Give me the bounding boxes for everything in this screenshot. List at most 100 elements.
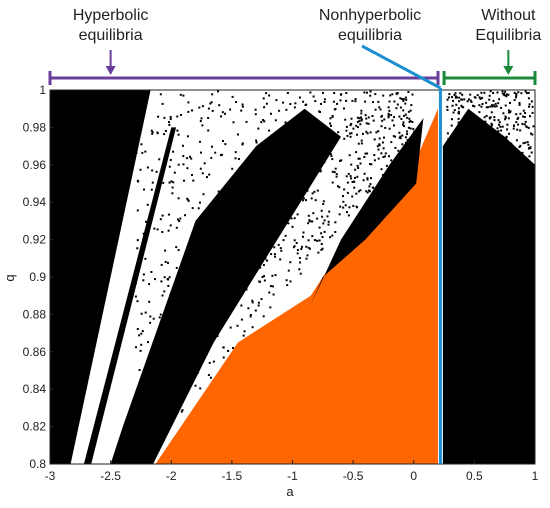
speckle-point	[271, 285, 274, 288]
speckle-point	[182, 94, 185, 97]
speckle-point	[268, 94, 271, 97]
speckle-point	[263, 120, 266, 123]
speckle-point	[236, 189, 239, 191]
speckle-point	[331, 158, 334, 161]
speckle-point	[503, 94, 506, 97]
speckle-point	[492, 99, 495, 102]
speckle-point	[530, 100, 533, 103]
speckle-point	[377, 100, 380, 103]
speckle-point	[230, 243, 233, 246]
speckle-point	[255, 233, 258, 236]
speckle-point	[509, 149, 512, 152]
speckle-point	[193, 242, 196, 245]
speckle-point	[187, 199, 190, 202]
speckle-point	[199, 140, 201, 143]
speckle-point	[171, 314, 174, 316]
speckle-point	[488, 98, 491, 101]
speckle-point	[488, 160, 491, 163]
speckle-point	[158, 334, 161, 337]
speckle-point	[212, 235, 215, 238]
y-axis-label: q	[2, 274, 17, 281]
speckle-point	[282, 101, 285, 104]
speckle-point	[277, 243, 280, 246]
speckle-point	[522, 142, 525, 145]
speckle-point	[446, 98, 449, 101]
speckle-point	[490, 156, 493, 159]
x-tick-label: -1.5	[222, 469, 243, 483]
speckle-point	[273, 246, 276, 249]
speckle-point	[369, 131, 372, 134]
speckle-point	[200, 314, 203, 317]
speckle-point	[496, 158, 499, 161]
speckle-point	[517, 123, 520, 126]
speckle-point	[208, 310, 211, 313]
speckle-point	[219, 259, 221, 262]
speckle-point	[225, 232, 228, 235]
speckle-point	[480, 150, 483, 153]
speckle-point	[195, 349, 198, 352]
speckle-point	[371, 186, 374, 189]
speckle-point	[181, 397, 184, 400]
speckle-point	[136, 328, 139, 330]
speckle-point	[401, 134, 404, 137]
speckle-point	[450, 161, 453, 164]
speckle-point	[403, 114, 406, 117]
speckle-point	[235, 283, 238, 286]
speckle-point	[191, 207, 194, 210]
speckle-point	[404, 102, 407, 105]
speckle-point	[490, 122, 493, 125]
speckle-point	[164, 424, 166, 427]
speckle-point	[501, 92, 504, 95]
speckle-point	[382, 174, 385, 177]
speckle-point	[235, 249, 238, 252]
speckle-point	[489, 142, 492, 145]
speckle-point	[210, 101, 213, 104]
speckle-point	[402, 98, 405, 101]
speckle-point	[532, 125, 535, 128]
speckle-point	[181, 350, 184, 353]
speckle-point	[403, 146, 406, 149]
speckle-point	[465, 122, 467, 125]
speckle-point	[491, 104, 493, 107]
speckle-point	[227, 350, 230, 352]
speckle-point	[175, 226, 178, 229]
speckle-point	[139, 388, 142, 391]
speckle-point	[504, 118, 507, 121]
speckle-point	[339, 205, 342, 208]
speckle-point	[135, 151, 138, 154]
speckle-point	[366, 91, 368, 94]
y-tick-label: 0.9	[29, 270, 46, 284]
speckle-point	[169, 159, 172, 161]
speckle-point	[296, 249, 299, 251]
speckle-point	[302, 199, 304, 202]
speckle-point	[360, 112, 363, 115]
speckle-point	[171, 192, 174, 195]
speckle-point	[169, 224, 172, 227]
speckle-point	[268, 291, 271, 294]
speckle-point	[322, 203, 325, 206]
speckle-point	[402, 109, 405, 112]
speckle-point	[172, 416, 175, 419]
speckle-point	[260, 218, 263, 221]
speckle-point	[232, 121, 235, 124]
speckle-point	[357, 157, 360, 160]
speckle-point	[251, 326, 254, 329]
speckle-point	[298, 187, 301, 190]
speckle-point	[273, 159, 276, 162]
speckle-point	[254, 108, 257, 111]
speckle-point	[343, 137, 346, 140]
speckle-point	[509, 110, 512, 113]
x-tick-label: -0.5	[343, 469, 364, 483]
speckle-point	[501, 148, 504, 151]
speckle-point	[254, 113, 257, 116]
speckle-point	[366, 152, 369, 155]
speckle-point	[247, 209, 249, 212]
speckle-point	[406, 139, 409, 141]
speckle-point	[451, 104, 454, 107]
speckle-point	[296, 157, 299, 160]
speckle-point	[350, 122, 353, 125]
speckle-point	[349, 135, 352, 138]
speckle-point	[528, 155, 531, 158]
speckle-point	[184, 214, 186, 217]
speckle-point	[518, 102, 521, 104]
